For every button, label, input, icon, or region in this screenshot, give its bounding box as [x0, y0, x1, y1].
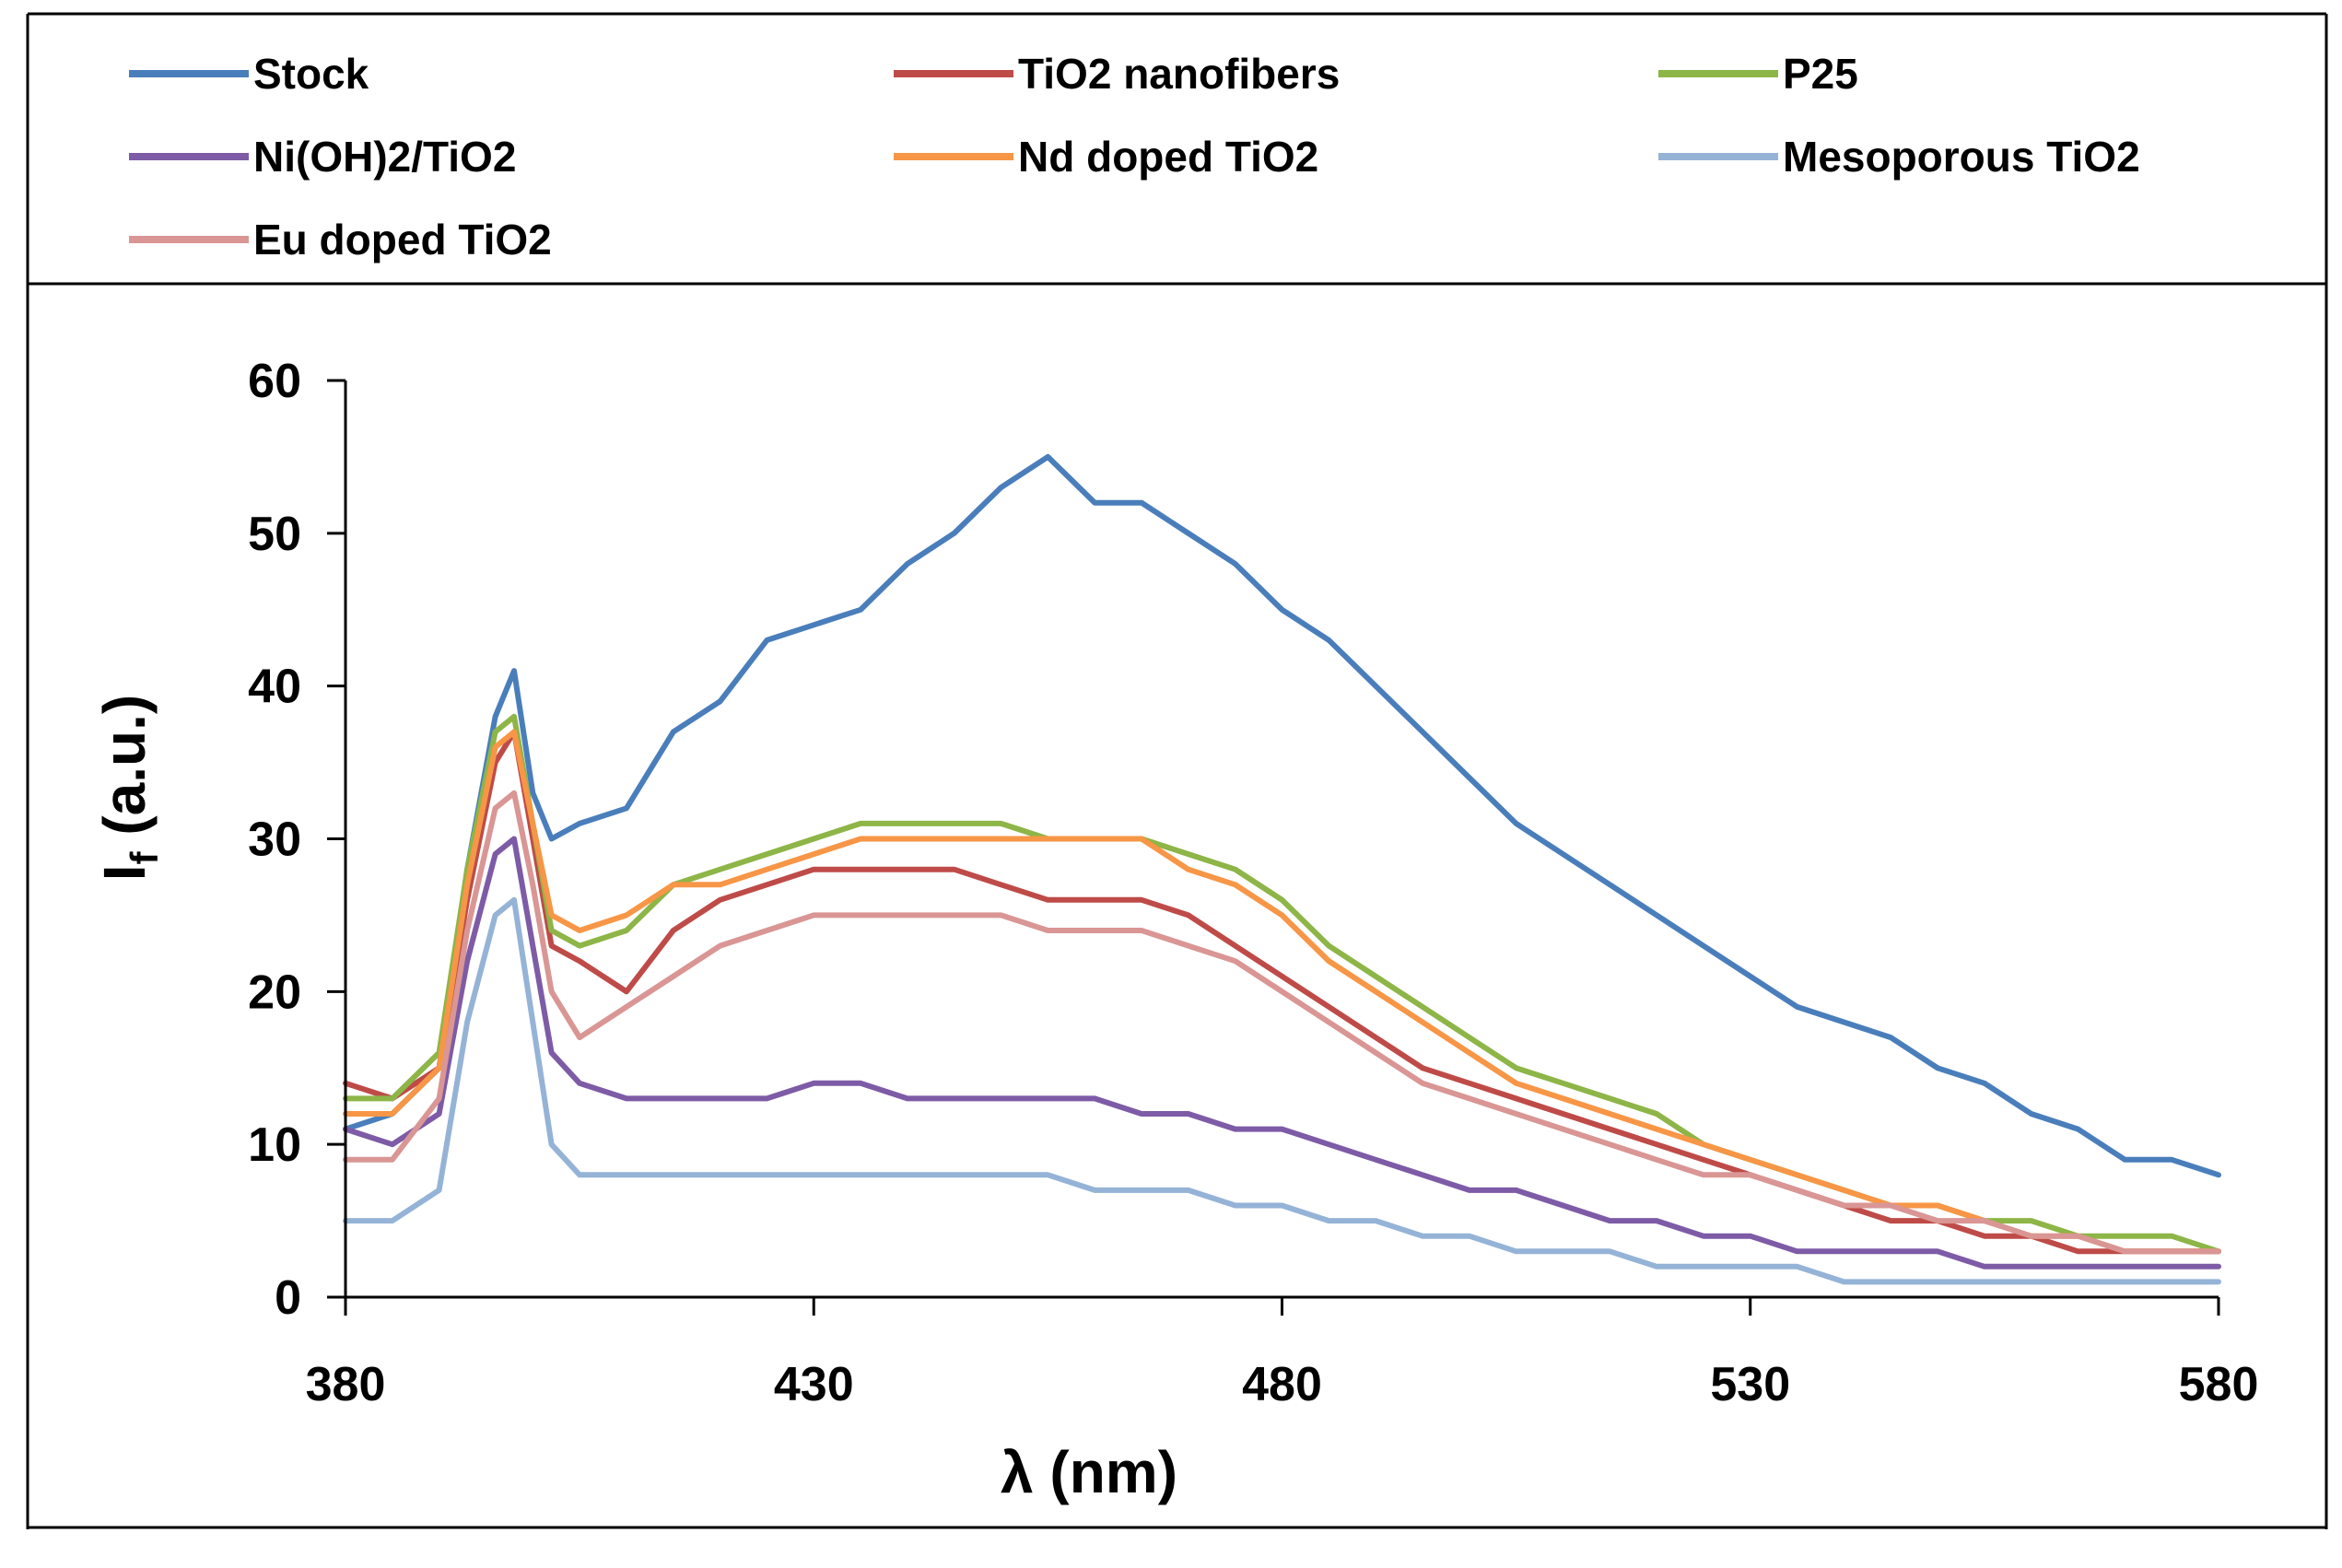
- legend-label: Stock: [253, 50, 369, 98]
- y-axis-title-sub: f: [123, 850, 166, 864]
- y-tick-label: 20: [248, 965, 301, 1019]
- y-axis-title-rest: (a.u.): [91, 695, 158, 852]
- y-tick-label: 0: [275, 1271, 301, 1325]
- series-line-7: [343, 790, 2221, 1255]
- series-layer: [343, 453, 2221, 1285]
- x-axis-title: λ (nm): [1001, 1439, 1177, 1505]
- axes: 0 10 20 30 40 50 60 380 430 480 530 580: [248, 355, 2258, 1411]
- legend-label: Eu doped TiO2: [253, 216, 552, 263]
- y-tick-label: 10: [248, 1118, 301, 1172]
- legend-label: Nd doped TiO2: [1018, 133, 1318, 181]
- series-line-1: [343, 453, 2221, 1178]
- legend-label: TiO2 nanofibers: [1018, 50, 1340, 98]
- y-tick-label: 30: [248, 813, 301, 867]
- legend: Stock TiO2 nanofibers P25 Ni(OH)2/TiO2 Nd do…: [129, 50, 2140, 263]
- y-axis-title-main: I: [91, 864, 158, 881]
- y-tick-label: 40: [248, 661, 301, 714]
- y-axis-title: If (a.u.): [91, 695, 166, 881]
- x-tick-label: 430: [774, 1358, 854, 1411]
- svg-text:If (a.u.): If (a.u.): [91, 695, 166, 881]
- x-tick-label: 380: [306, 1358, 386, 1411]
- series-line-3: [343, 713, 2221, 1255]
- legend-label: Mesoporous TiO2: [1783, 133, 2140, 181]
- series-line-6: [343, 896, 2221, 1285]
- y-tick-label: 60: [248, 355, 301, 408]
- legend-label: Ni(OH)2/TiO2: [253, 133, 516, 181]
- x-tick-label: 580: [2179, 1358, 2259, 1411]
- series-line-2: [343, 729, 2221, 1255]
- series-line-4: [343, 836, 2221, 1270]
- x-tick-label: 530: [1710, 1358, 1790, 1411]
- y-tick-label: 50: [248, 508, 301, 561]
- x-tick-label: 480: [1242, 1358, 1322, 1411]
- legend-label: P25: [1783, 50, 1858, 98]
